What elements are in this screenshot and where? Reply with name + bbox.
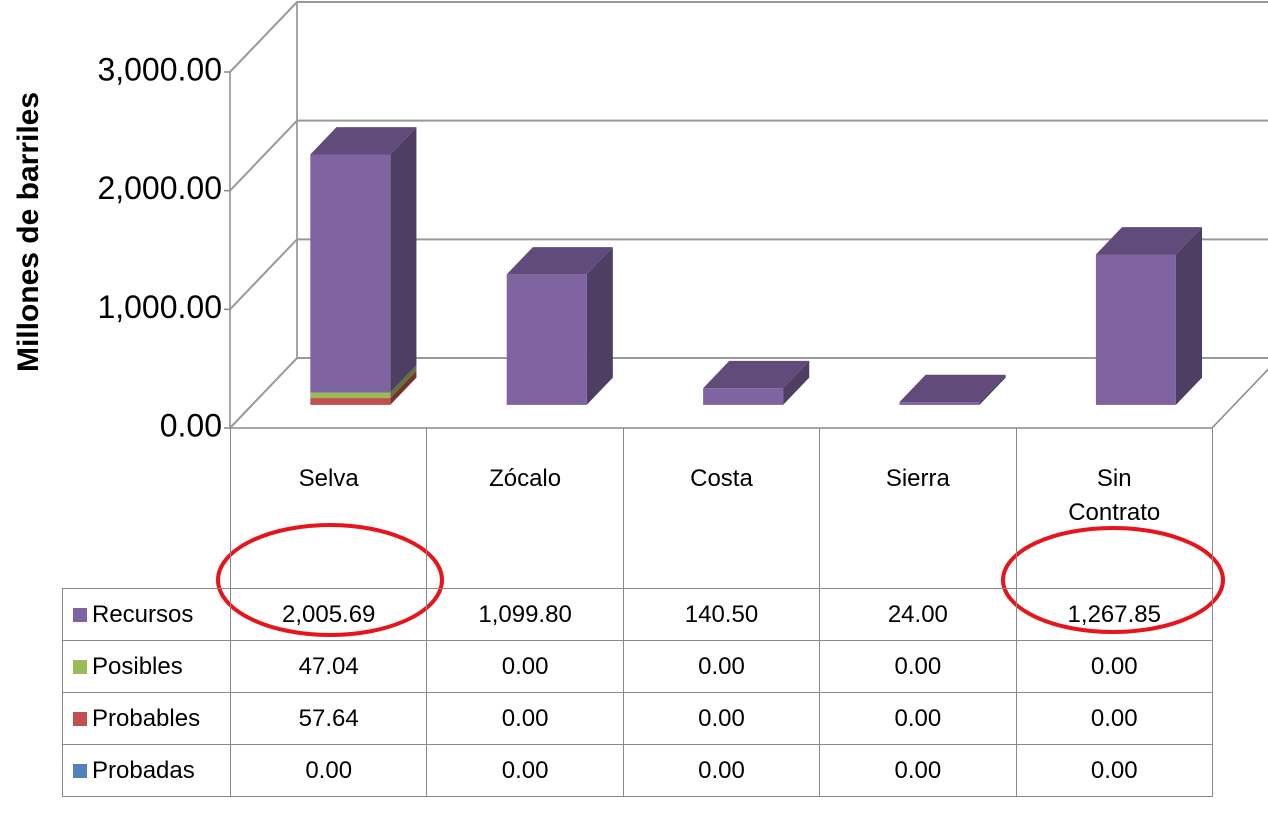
category-label: Sin Contrato	[1068, 465, 1161, 526]
bar-side	[390, 365, 417, 399]
table-row: Posibles 47.04 0.00 0.00 0.00 0.00	[62, 640, 1213, 693]
legend-cell: Posibles	[62, 640, 231, 693]
value-cell: 0.00	[819, 692, 1017, 745]
grid-line	[229, 0, 1268, 73]
value-cell: 0.00	[622, 640, 821, 693]
bar	[310, 154, 391, 393]
value-cell: 0.00	[1015, 692, 1213, 745]
header-cell: Selva	[229, 428, 428, 589]
bar-side	[1175, 227, 1203, 405]
value-cell: 0.00	[426, 692, 624, 745]
header-cell: Costa	[622, 428, 821, 589]
bar	[506, 274, 587, 405]
y-tick-label: 0.00	[160, 407, 222, 443]
grid-line	[229, 357, 1268, 429]
value-cell: 0.00	[1015, 744, 1213, 797]
legend-label: Probadas	[92, 756, 195, 784]
legend-cell: Probables	[62, 692, 231, 745]
bar-top	[1095, 227, 1203, 255]
blank-cell	[63, 428, 231, 589]
legend-swatch	[73, 712, 87, 727]
category-label: Costa	[690, 465, 753, 492]
value-cell: 47.04	[229, 640, 428, 693]
legend-label: Probables	[92, 704, 201, 732]
bar-top	[310, 127, 417, 155]
value-cell: 0.00	[426, 640, 624, 693]
bar	[310, 392, 391, 399]
bar-top	[703, 360, 810, 389]
bar-side	[390, 127, 417, 393]
y-tick-label: 3,000.00	[97, 51, 222, 87]
grid-line	[229, 238, 1268, 311]
header-cell: Zócalo	[426, 428, 624, 589]
category-label: Zócalo	[489, 465, 562, 492]
category-label: Sierra	[885, 465, 950, 492]
table-row: Recursos 2,005.69 1,099.80 140.50 24.00 1,267…	[62, 588, 1213, 641]
value-cell: 0.00	[622, 692, 821, 745]
legend-swatch	[73, 764, 87, 779]
bar	[310, 398, 391, 405]
grid-line	[229, 119, 1268, 192]
legend-label: Posibles	[92, 652, 183, 680]
header-cell: Sierra	[819, 428, 1017, 589]
value-cell: 0.00	[819, 640, 1017, 693]
bar-top	[506, 247, 613, 275]
value-cell: 0.00	[1015, 640, 1213, 693]
bar-top	[899, 374, 1006, 403]
value-cell: 0.00	[426, 744, 624, 797]
value-cell: 140.50	[622, 588, 821, 641]
y-tick-label: 1,000.00	[97, 289, 222, 325]
header-row: Selva Zócalo Costa Sierra Sin Contrato	[63, 428, 1213, 589]
y-axis-label: Millones de barriles	[12, 92, 45, 372]
value-cell: 24.00	[819, 588, 1017, 641]
category-label: Selva	[298, 465, 359, 492]
header-cell: Sin Contrato	[1015, 428, 1213, 589]
bar-side	[390, 370, 417, 405]
bar-side	[586, 247, 613, 405]
table-row: Probadas 0.00 0.00 0.00 0.00 0.00	[62, 744, 1213, 797]
value-cell: 2,005.69	[229, 588, 428, 641]
value-cell: 1,099.80	[426, 588, 624, 641]
data-table: Selva Zócalo Costa Sierra Sin Contrato Recurs…	[62, 428, 1213, 797]
bar-side	[979, 374, 1006, 405]
legend-cell: Recursos	[62, 588, 231, 641]
value-cell: 0.00	[229, 744, 428, 797]
bar	[1095, 254, 1176, 405]
value-cell: 1,267.85	[1015, 588, 1213, 641]
value-cell: 57.64	[229, 692, 428, 745]
legend-swatch	[73, 660, 87, 675]
bar-side	[783, 360, 810, 405]
bar	[703, 388, 784, 405]
value-cell: 0.00	[622, 744, 821, 797]
bar	[899, 402, 980, 405]
legend-swatch	[73, 608, 87, 623]
table-row: Probables 57.64 0.00 0.00 0.00 0.00	[62, 692, 1213, 745]
value-cell: 0.00	[819, 744, 1017, 797]
legend-cell: Probadas	[62, 744, 231, 797]
y-tick-label: 2,000.00	[97, 170, 222, 206]
legend-label: Recursos	[92, 600, 194, 628]
